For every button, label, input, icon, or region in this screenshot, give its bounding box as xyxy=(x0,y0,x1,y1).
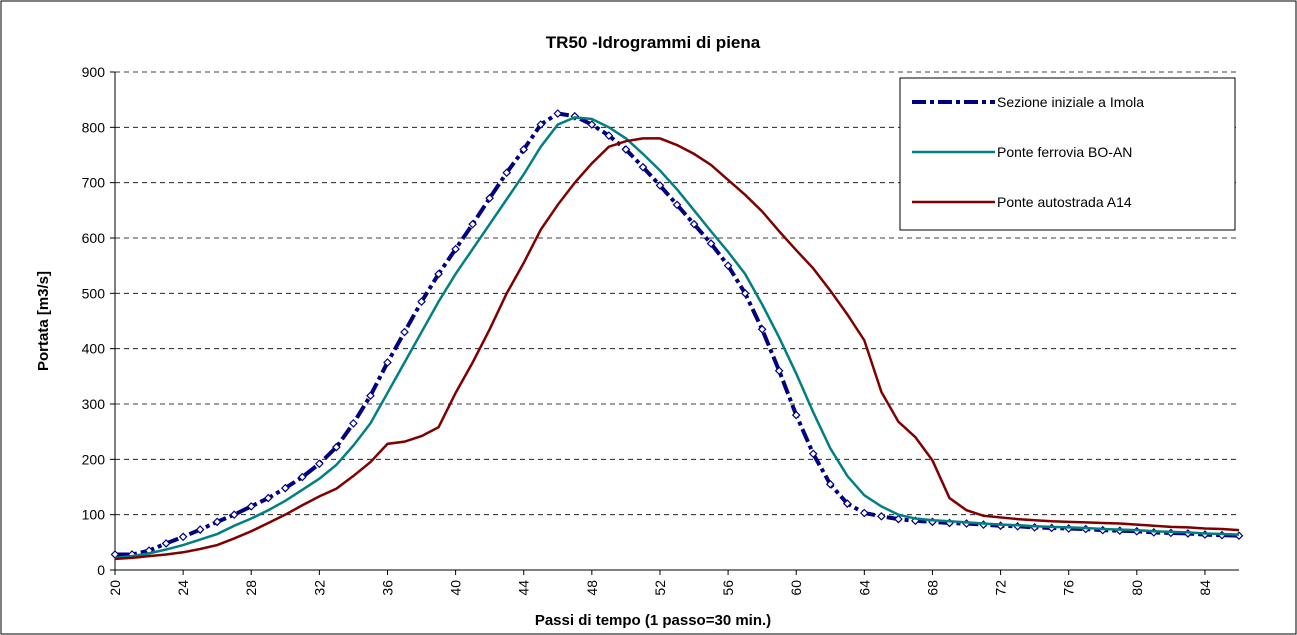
point-marker xyxy=(297,472,307,482)
point-marker xyxy=(825,479,835,489)
point-marker xyxy=(723,261,733,271)
point-marker xyxy=(263,493,273,503)
y-tick-label: 100 xyxy=(82,507,106,523)
point-marker xyxy=(757,324,767,334)
point-marker xyxy=(894,514,903,524)
chart-title: TR50 -Idrogrammi di piena xyxy=(546,33,761,52)
x-tick-label: 52 xyxy=(652,580,668,596)
x-tick-label: 20 xyxy=(107,580,123,596)
point-marker xyxy=(877,511,886,521)
series-line xyxy=(114,137,1240,561)
legend-label: Sezione iniziale a Imola xyxy=(997,94,1144,110)
point-marker xyxy=(842,499,852,508)
y-tick-label: 600 xyxy=(82,230,106,246)
point-marker xyxy=(655,181,665,190)
y-tick-label: 200 xyxy=(82,451,106,467)
x-tick-label: 72 xyxy=(993,580,1009,596)
point-marker xyxy=(740,288,750,298)
point-marker xyxy=(621,145,631,154)
legend-label: Ponte ferrovia BO-AN xyxy=(997,144,1132,160)
x-tick-label: 24 xyxy=(175,580,191,596)
point-marker xyxy=(672,200,682,210)
point-marker xyxy=(689,219,699,229)
x-tick-label: 60 xyxy=(788,580,804,596)
series-line xyxy=(114,116,1240,560)
y-tick-label: 0 xyxy=(97,562,105,578)
legend-box xyxy=(899,77,1236,231)
point-marker xyxy=(178,532,188,542)
point-marker xyxy=(536,120,546,129)
point-marker xyxy=(280,483,290,493)
point-marker xyxy=(859,508,869,518)
point-marker xyxy=(434,269,443,279)
y-axis-label: Portata [m3/s] xyxy=(35,271,52,371)
y-tick-label: 300 xyxy=(82,396,106,412)
point-marker xyxy=(587,120,597,129)
x-tick-label: 76 xyxy=(1061,580,1077,596)
x-tick-label: 36 xyxy=(379,580,395,596)
y-tick-label: 400 xyxy=(82,341,106,357)
point-marker xyxy=(706,239,716,248)
point-marker xyxy=(246,502,256,511)
x-tick-label: 44 xyxy=(516,580,532,596)
x-tick-label: 28 xyxy=(243,580,259,596)
point-marker xyxy=(808,449,818,459)
point-marker xyxy=(161,539,171,548)
x-tick-label: 80 xyxy=(1129,580,1145,596)
point-marker xyxy=(383,358,392,367)
point-marker xyxy=(417,297,426,306)
point-marker xyxy=(791,410,801,420)
point-marker xyxy=(553,109,563,118)
x-tick-label: 56 xyxy=(720,580,736,596)
x-tick-label: 68 xyxy=(924,580,940,596)
point-marker xyxy=(604,131,614,140)
y-tick-label: 500 xyxy=(82,285,106,301)
y-tick-label: 700 xyxy=(82,175,106,191)
point-marker xyxy=(468,219,477,229)
y-tick-label: 800 xyxy=(82,119,106,135)
point-marker xyxy=(349,419,358,428)
x-tick-label: 32 xyxy=(311,580,327,596)
point-marker xyxy=(212,517,222,527)
y-tick-label: 900 xyxy=(82,64,106,80)
x-tick-label: 64 xyxy=(856,580,872,596)
point-marker xyxy=(638,162,648,172)
point-marker xyxy=(400,327,409,337)
point-marker xyxy=(502,168,512,178)
x-tick-label: 40 xyxy=(448,580,464,596)
point-marker xyxy=(366,391,375,401)
point-marker xyxy=(774,366,784,376)
point-marker xyxy=(451,244,460,254)
x-tick-label: 84 xyxy=(1197,580,1213,596)
legend-label: Ponte autostrada A14 xyxy=(997,194,1132,210)
x-axis-label: Passi di tempo (1 passo=30 min.) xyxy=(535,612,771,629)
point-marker xyxy=(229,510,239,520)
point-marker xyxy=(315,459,324,469)
x-tick-label: 48 xyxy=(584,580,600,596)
point-marker xyxy=(485,193,495,203)
point-marker xyxy=(195,525,205,534)
point-marker xyxy=(332,442,341,452)
point-marker xyxy=(519,145,529,154)
